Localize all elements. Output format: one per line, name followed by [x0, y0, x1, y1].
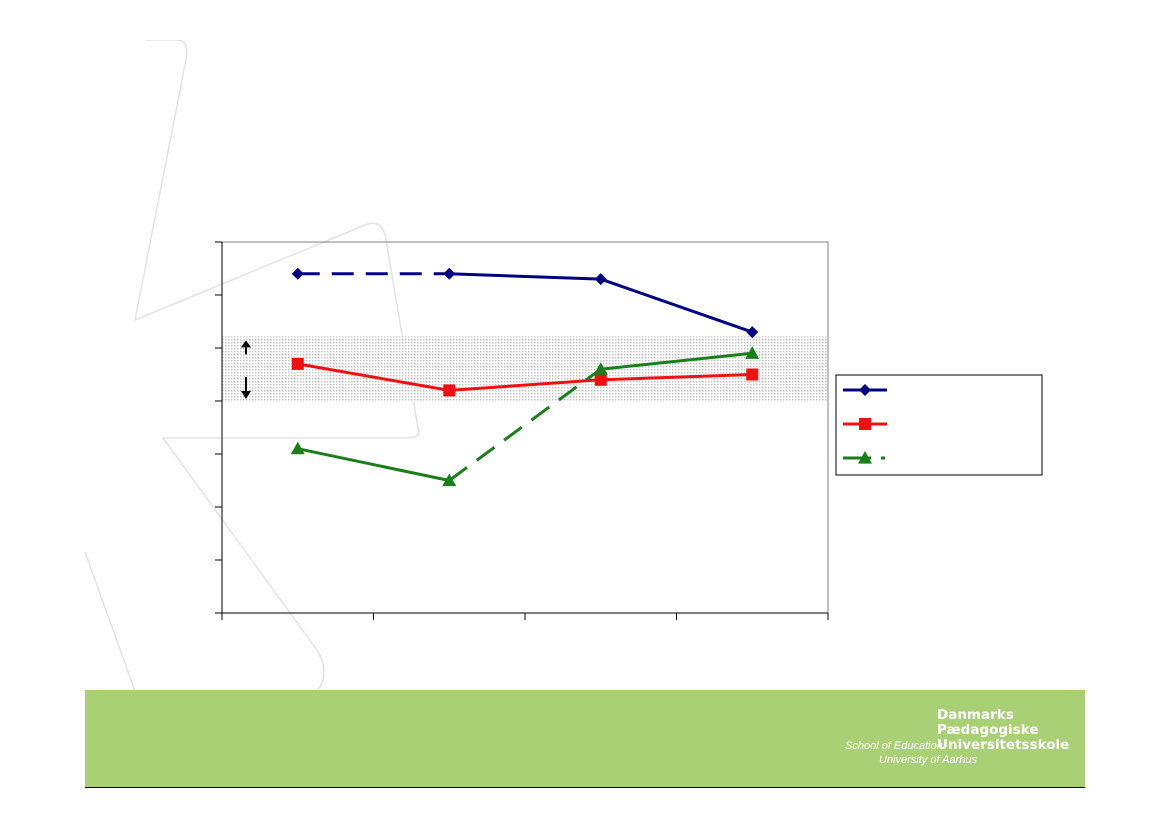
series-2-point: [291, 357, 304, 370]
series-1-segment: [600, 277, 753, 334]
series-1-segment: [449, 272, 601, 281]
series-3-point: [593, 362, 608, 375]
series-2-point: [594, 373, 607, 386]
series-2-segment: [600, 373, 753, 382]
series-2-point: [443, 384, 456, 397]
series-3-segment: [297, 447, 450, 482]
background-swoosh-decoration: [85, 40, 420, 753]
series-2-segment: [449, 378, 601, 392]
series-3-point: [745, 346, 760, 359]
logo-english-subname: University of Aarhus: [879, 754, 978, 766]
footer-band: [85, 690, 1085, 788]
slide-bottom-rule: [85, 787, 1085, 788]
series-2-point: [746, 368, 759, 381]
legend-series-3-marker: [858, 451, 872, 464]
series-3-point: [290, 441, 305, 455]
arrow-down-icon: [241, 391, 251, 400]
university-logo: Danmarks Pædagogiske Universitetsskole S…: [845, 708, 1069, 778]
series-1-point: [594, 273, 607, 286]
arrow-up-icon: [241, 340, 251, 348]
plot-area-border: [221, 241, 829, 614]
logo-name-line: Danmarks: [937, 707, 1014, 723]
series-3-segment: [600, 351, 753, 371]
series-1-point: [746, 326, 759, 339]
logo-english-name: School of Education: [845, 740, 943, 752]
series-3-point: [442, 473, 457, 487]
series-1-point: [291, 267, 304, 280]
series-2-segment: [297, 362, 450, 392]
series-1-point: [443, 267, 456, 280]
legend-series-1-marker: [859, 384, 871, 396]
logo-name-line: Pædagogiske: [937, 722, 1039, 738]
shaded-band: [222, 336, 828, 403]
logo-name-line: Universitetsskole: [937, 737, 1070, 753]
series-3-segment: [448, 367, 602, 482]
legend-series-2-marker: [859, 418, 871, 430]
